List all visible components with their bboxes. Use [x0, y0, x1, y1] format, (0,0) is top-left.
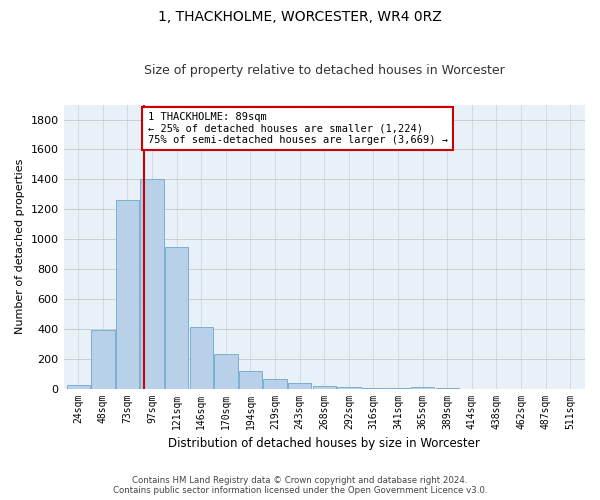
Bar [288, 382, 311, 388]
Bar [313, 386, 336, 388]
Bar [140, 180, 164, 388]
Bar [411, 387, 434, 388]
Bar [67, 385, 90, 388]
Bar [239, 370, 262, 388]
Text: 1 THACKHOLME: 89sqm
← 25% of detached houses are smaller (1,224)
75% of semi-det: 1 THACKHOLME: 89sqm ← 25% of detached ho… [148, 112, 448, 145]
Title: Size of property relative to detached houses in Worcester: Size of property relative to detached ho… [144, 64, 505, 77]
Text: 1, THACKHOLME, WORCESTER, WR4 0RZ: 1, THACKHOLME, WORCESTER, WR4 0RZ [158, 10, 442, 24]
Bar [214, 354, 238, 388]
Bar [337, 387, 361, 388]
Bar [263, 379, 287, 388]
X-axis label: Distribution of detached houses by size in Worcester: Distribution of detached houses by size … [169, 437, 480, 450]
Text: Contains HM Land Registry data © Crown copyright and database right 2024.
Contai: Contains HM Land Registry data © Crown c… [113, 476, 487, 495]
Bar [91, 330, 115, 388]
Y-axis label: Number of detached properties: Number of detached properties [15, 159, 25, 334]
Bar [190, 328, 213, 388]
Bar [116, 200, 139, 388]
Bar [165, 246, 188, 388]
